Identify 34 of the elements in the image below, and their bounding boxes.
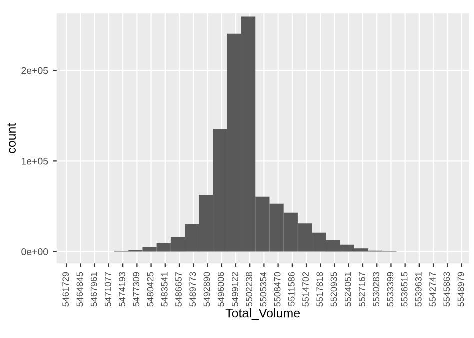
y-axis-title: count [8,123,16,154]
x-tick-label: 5486657 [176,272,182,307]
x-tick-label: 5548979 [458,272,464,307]
x-tick-label: 5464845 [76,272,84,307]
x-tick-label: 5489773 [190,272,196,307]
x-tick-label: 5539631 [415,272,422,307]
x-tick-label: 5520935 [330,272,338,307]
x-tick-label: 5467961 [90,272,98,307]
x-tick-label: 5492890 [204,272,210,307]
x-tick-label: 5545863 [444,272,450,307]
x-tick-label: 5496006 [218,272,224,307]
x-tick-label: 5483541 [161,272,168,307]
x-tick-label: 5514702 [302,272,309,307]
y-tick-label: 0e+00 [22,248,48,256]
y-tick-label: 2e+05 [22,67,48,74]
x-tick-label: 5505354 [260,272,267,307]
x-tick-label: 5471077 [104,272,112,307]
x-tick-label: 5542747 [430,272,436,307]
x-tick-label: 5530283 [373,272,380,307]
x-tick-label: 5477309 [133,272,140,307]
y-tick-label: 1e+05 [22,158,48,165]
x-tick-label: 5461729 [62,272,70,307]
x-axis-title: Total_Volume [226,308,300,320]
x-tick-label: 5536515 [401,272,408,307]
x-tick-label: 5499122 [232,272,238,307]
x-tick-label: 5524051 [344,272,352,307]
x-tick-label: 5533399 [387,272,394,307]
x-tick-label: 5502238 [246,272,253,307]
x-tick-label: 5517818 [316,272,324,307]
x-tick-label: 5474193 [119,272,126,307]
x-tick-label: 5527167 [359,272,366,307]
x-tick-label: 5508470 [274,272,281,307]
x-tick-label: 5480425 [147,272,154,307]
x-tick-label: 5511586 [288,272,295,306]
